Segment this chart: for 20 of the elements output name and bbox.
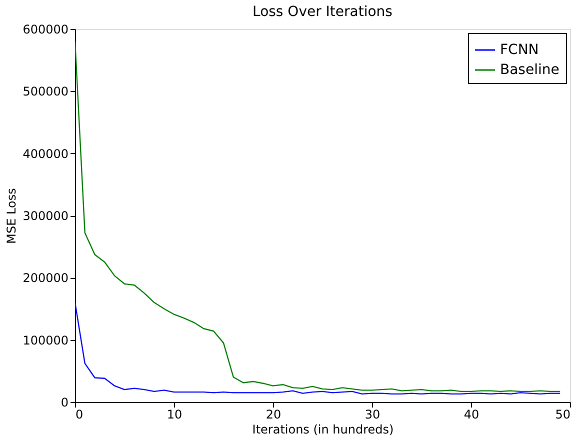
legend-label: FCNN <box>500 42 539 58</box>
line-series <box>75 40 561 392</box>
x-tick-label: 30 <box>364 408 380 422</box>
y-tick-label: 600000 <box>22 22 68 36</box>
y-tick-label: 300000 <box>22 209 68 223</box>
x-tick-label: 10 <box>166 408 182 422</box>
x-tick-label: 0 <box>76 408 84 422</box>
x-tick-label: 40 <box>464 408 480 422</box>
x-tick-label: 50 <box>555 408 570 422</box>
y-axis-title: MSE Loss <box>4 188 19 244</box>
y-tick-label: 500000 <box>22 84 68 99</box>
y-tick-label: 0 <box>60 396 68 410</box>
x-axis-title: Iterations (in hundreds) <box>252 422 394 436</box>
legend-label: Baseline <box>500 62 560 78</box>
y-tick-label: 100000 <box>22 333 68 348</box>
line-series <box>75 302 561 395</box>
y-tick-label: 200000 <box>22 271 68 286</box>
chart-title: Loss Over Iterations <box>252 4 392 20</box>
y-tick-label: 400000 <box>22 146 68 161</box>
x-tick-label: 20 <box>266 408 282 422</box>
